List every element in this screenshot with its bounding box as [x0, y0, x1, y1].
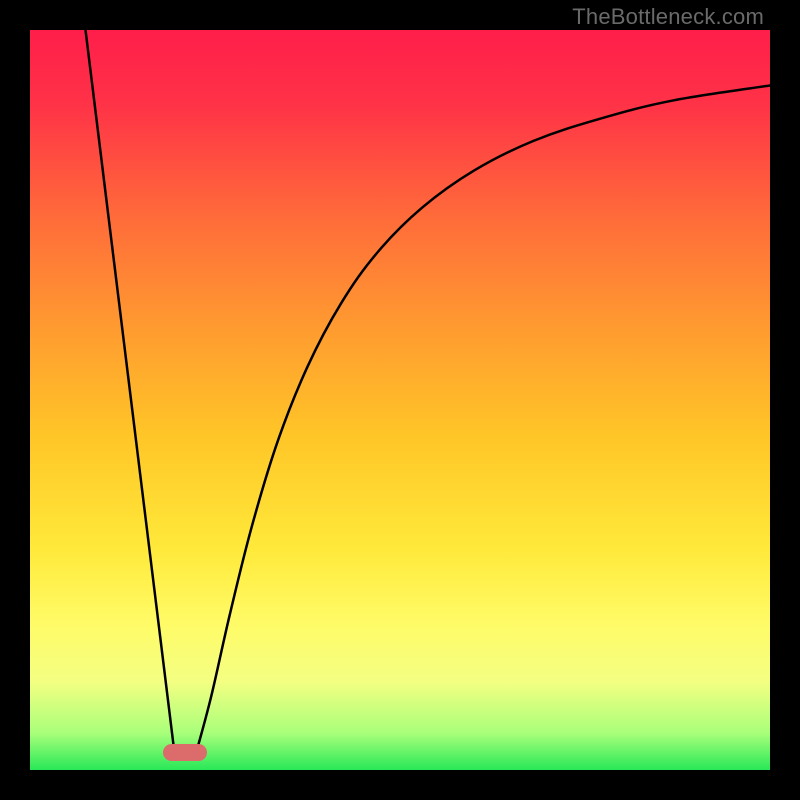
notch-marker: [163, 744, 207, 761]
plot-area: [30, 30, 770, 770]
right-asymptote-curve: [197, 86, 771, 752]
left-descending-line: [86, 30, 175, 752]
chart-root: TheBottleneck.com: [0, 0, 800, 800]
curve-layer: [30, 30, 770, 770]
watermark-text: TheBottleneck.com: [572, 4, 764, 30]
